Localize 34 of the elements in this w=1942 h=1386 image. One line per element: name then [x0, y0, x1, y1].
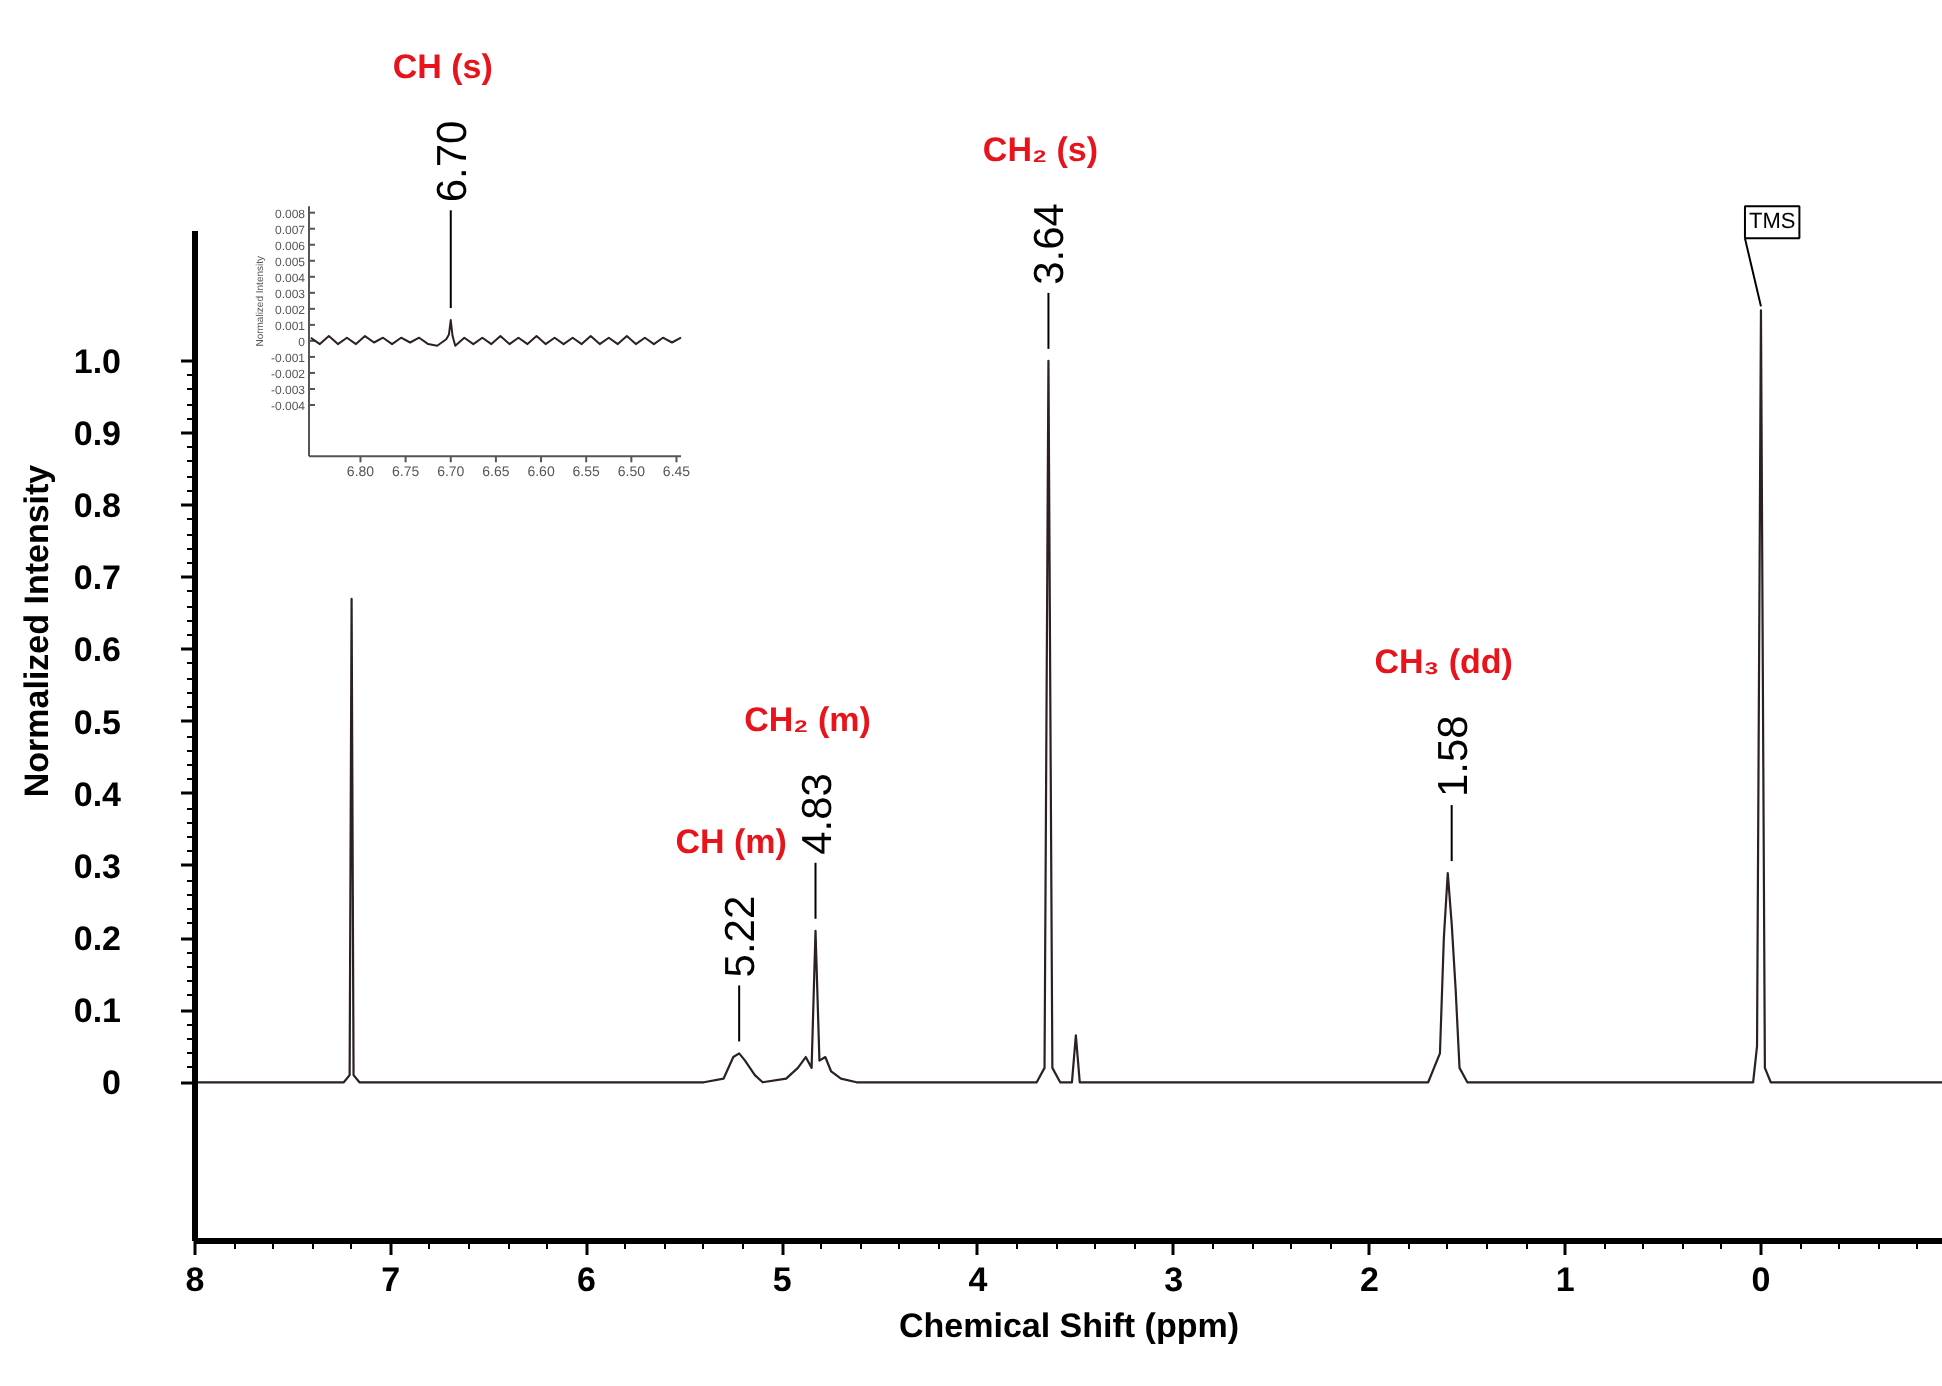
x-tick-label: 8 [185, 1261, 205, 1299]
y-axis-title: Normalized Intensity [17, 463, 56, 798]
line-series [309, 319, 682, 347]
x-axis-title: Chemical Shift (ppm) [898, 1307, 1240, 1345]
x-tick-label: 5 [772, 1261, 792, 1299]
annotation: 6.70 [429, 120, 476, 203]
x-tick-label: 7 [381, 1261, 401, 1299]
annotation: CH (m) [675, 823, 787, 862]
y-tick-label: 0.9 [73, 415, 122, 453]
y-tick-label: 0.3 [73, 847, 122, 886]
text: CH (s) [392, 48, 493, 87]
y-tick-label: 0 [102, 1064, 122, 1103]
y-tick-label: 0.8 [73, 487, 122, 526]
x-tick-label: 6 [577, 1261, 596, 1299]
annotation: 3.64 [1027, 202, 1074, 285]
x-tick-label: 0 [1751, 1261, 1771, 1299]
y-tick-label: 0.2 [73, 920, 122, 958]
annotation: CH₃ (dd) [1374, 643, 1513, 682]
annotation: CH₂ (m) [744, 700, 871, 739]
y-tick-label: 0.4 [73, 775, 123, 814]
x-tick-label: 1 [1555, 1261, 1575, 1299]
x-tick-label: 3 [1164, 1261, 1184, 1299]
y-tick-label: 1.0 [73, 342, 122, 381]
annotation: 1.58 [1430, 715, 1477, 798]
annotation: 4.83 [794, 773, 841, 855]
annotation: 5.22 [718, 895, 765, 978]
y-tick-label: 0.6 [73, 631, 122, 670]
x-tick-label: 2 [1360, 1261, 1379, 1299]
text: CH₂ (s) [982, 130, 1099, 169]
y-tick-label: 0.5 [73, 703, 122, 742]
x-tick-label: 4 [968, 1261, 989, 1299]
annotation: TMS [1748, 210, 1796, 235]
y-tick-label: 0.1 [73, 992, 122, 1031]
y-tick-label: 0.7 [73, 559, 122, 598]
